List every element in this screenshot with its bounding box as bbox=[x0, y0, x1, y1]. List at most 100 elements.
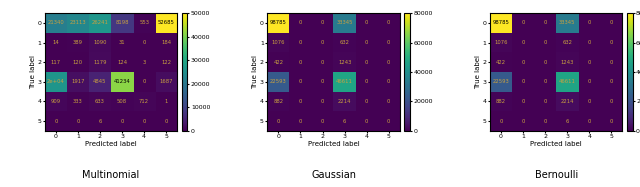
Text: 0: 0 bbox=[610, 119, 613, 124]
Text: 2e+04: 2e+04 bbox=[47, 79, 65, 84]
Text: 422: 422 bbox=[273, 60, 284, 65]
Text: 1076: 1076 bbox=[494, 40, 508, 45]
X-axis label: Predicted label: Predicted label bbox=[85, 141, 137, 147]
Text: 0: 0 bbox=[588, 79, 591, 84]
Text: 98785: 98785 bbox=[493, 20, 509, 25]
Text: 0: 0 bbox=[610, 40, 613, 45]
Text: 0: 0 bbox=[610, 99, 613, 104]
Text: 0: 0 bbox=[588, 40, 591, 45]
Text: 0: 0 bbox=[387, 119, 390, 124]
Y-axis label: True label: True label bbox=[30, 55, 36, 89]
Text: 0: 0 bbox=[588, 20, 591, 25]
Text: 0: 0 bbox=[365, 99, 369, 104]
Text: 0: 0 bbox=[522, 40, 525, 45]
Text: 46611: 46611 bbox=[336, 79, 353, 84]
Text: 0: 0 bbox=[522, 79, 525, 84]
Text: 117: 117 bbox=[51, 60, 61, 65]
Text: 2214: 2214 bbox=[561, 99, 574, 104]
Text: 124: 124 bbox=[117, 60, 127, 65]
Text: 1076: 1076 bbox=[271, 40, 285, 45]
Text: 508: 508 bbox=[117, 99, 127, 104]
Text: 8198: 8198 bbox=[115, 20, 129, 25]
Text: 6: 6 bbox=[566, 119, 569, 124]
Text: 0: 0 bbox=[54, 119, 58, 124]
Text: 0: 0 bbox=[365, 40, 369, 45]
Text: 0: 0 bbox=[522, 99, 525, 104]
Text: 0: 0 bbox=[321, 20, 324, 25]
Text: 26241: 26241 bbox=[92, 20, 108, 25]
X-axis label: Predicted label: Predicted label bbox=[308, 141, 360, 147]
Text: 389: 389 bbox=[73, 40, 83, 45]
Text: 0: 0 bbox=[299, 20, 302, 25]
Text: 98785: 98785 bbox=[270, 20, 287, 25]
Text: 0: 0 bbox=[543, 20, 547, 25]
Text: 422: 422 bbox=[496, 60, 506, 65]
Text: 0: 0 bbox=[543, 40, 547, 45]
Text: 0: 0 bbox=[522, 20, 525, 25]
Text: 41234: 41234 bbox=[114, 79, 131, 84]
Text: 632: 632 bbox=[562, 40, 572, 45]
Text: 0: 0 bbox=[543, 60, 547, 65]
Text: 0: 0 bbox=[387, 20, 390, 25]
Text: 0: 0 bbox=[321, 99, 324, 104]
Text: 1243: 1243 bbox=[561, 60, 574, 65]
Text: 0: 0 bbox=[588, 99, 591, 104]
Text: 0: 0 bbox=[543, 79, 547, 84]
Text: 0: 0 bbox=[299, 119, 302, 124]
Text: 21340: 21340 bbox=[47, 20, 64, 25]
Text: 0: 0 bbox=[321, 40, 324, 45]
Y-axis label: True label: True label bbox=[253, 55, 259, 89]
Text: 633: 633 bbox=[95, 99, 105, 104]
Text: 1687: 1687 bbox=[159, 79, 173, 84]
Text: 22593: 22593 bbox=[270, 79, 287, 84]
Text: 909: 909 bbox=[51, 99, 61, 104]
X-axis label: Predicted label: Predicted label bbox=[531, 141, 582, 147]
Text: 0: 0 bbox=[143, 79, 146, 84]
Text: Bernoulli: Bernoulli bbox=[534, 170, 578, 180]
Text: 184: 184 bbox=[161, 40, 172, 45]
Text: 0: 0 bbox=[522, 60, 525, 65]
Text: 2214: 2214 bbox=[338, 99, 351, 104]
Text: 882: 882 bbox=[273, 99, 284, 104]
Text: 0: 0 bbox=[143, 40, 146, 45]
Text: 0: 0 bbox=[164, 119, 168, 124]
Text: 0: 0 bbox=[499, 119, 502, 124]
Text: 120: 120 bbox=[73, 60, 83, 65]
Text: 122: 122 bbox=[161, 60, 172, 65]
Text: 0: 0 bbox=[365, 60, 369, 65]
Text: 0: 0 bbox=[610, 20, 613, 25]
Text: 0: 0 bbox=[365, 119, 369, 124]
Text: Multinomial: Multinomial bbox=[83, 170, 140, 180]
Text: 712: 712 bbox=[139, 99, 149, 104]
Text: 0: 0 bbox=[299, 79, 302, 84]
Text: 4845: 4845 bbox=[93, 79, 107, 84]
Text: 52685: 52685 bbox=[157, 20, 175, 25]
Text: 0: 0 bbox=[299, 99, 302, 104]
Text: 0: 0 bbox=[522, 119, 525, 124]
Text: 1243: 1243 bbox=[338, 60, 351, 65]
Text: 0: 0 bbox=[387, 40, 390, 45]
Text: 33345: 33345 bbox=[559, 20, 575, 25]
Text: 22593: 22593 bbox=[493, 79, 509, 84]
Text: 33345: 33345 bbox=[337, 20, 353, 25]
Text: 0: 0 bbox=[387, 60, 390, 65]
Text: 0: 0 bbox=[321, 60, 324, 65]
Text: 0: 0 bbox=[76, 119, 79, 124]
Text: 1090: 1090 bbox=[93, 40, 107, 45]
Text: 0: 0 bbox=[120, 119, 124, 124]
Text: 0: 0 bbox=[543, 119, 547, 124]
Text: 1: 1 bbox=[164, 99, 168, 104]
Text: 632: 632 bbox=[340, 40, 349, 45]
Text: Gaussian: Gaussian bbox=[311, 170, 356, 180]
Text: 31: 31 bbox=[119, 40, 125, 45]
Text: 0: 0 bbox=[143, 119, 146, 124]
Text: 0: 0 bbox=[321, 119, 324, 124]
Text: 0: 0 bbox=[365, 79, 369, 84]
Text: 0: 0 bbox=[543, 99, 547, 104]
Text: 46611: 46611 bbox=[559, 79, 575, 84]
Text: 0: 0 bbox=[365, 20, 369, 25]
Text: 0: 0 bbox=[588, 60, 591, 65]
Text: 1917: 1917 bbox=[71, 79, 84, 84]
Text: 553: 553 bbox=[139, 20, 149, 25]
Text: 0: 0 bbox=[610, 60, 613, 65]
